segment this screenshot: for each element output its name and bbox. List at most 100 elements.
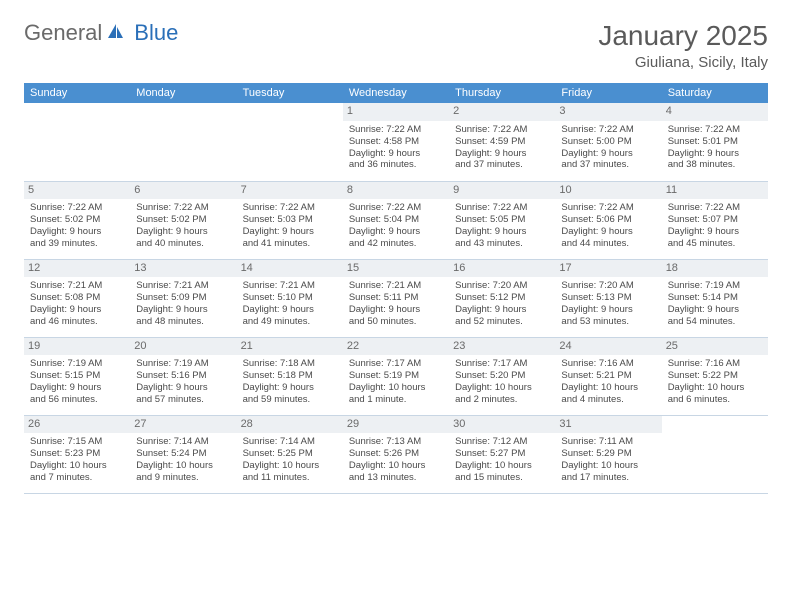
- day-detail: Sunrise: 7:19 AM: [136, 358, 230, 370]
- day-detail: and 38 minutes.: [668, 159, 762, 171]
- day-detail: Daylight: 10 hours: [561, 460, 655, 472]
- day-detail: Sunset: 5:18 PM: [243, 370, 337, 382]
- calendar-day-cell: 31Sunrise: 7:11 AMSunset: 5:29 PMDayligh…: [555, 415, 661, 493]
- day-number: 14: [237, 260, 343, 278]
- day-detail: Sunset: 5:26 PM: [349, 448, 443, 460]
- day-detail: and 40 minutes.: [136, 238, 230, 250]
- day-detail: and 1 minute.: [349, 394, 443, 406]
- day-number: 31: [555, 416, 661, 434]
- day-detail: and 50 minutes.: [349, 316, 443, 328]
- calendar-day-cell: 24Sunrise: 7:16 AMSunset: 5:21 PMDayligh…: [555, 337, 661, 415]
- calendar-day-cell: 20Sunrise: 7:19 AMSunset: 5:16 PMDayligh…: [130, 337, 236, 415]
- day-number: 11: [662, 182, 768, 200]
- day-detail: Sunset: 5:07 PM: [668, 214, 762, 226]
- day-detail: Sunrise: 7:22 AM: [30, 202, 124, 214]
- day-number: 4: [662, 103, 768, 121]
- day-detail: Sunset: 5:24 PM: [136, 448, 230, 460]
- day-detail: Sunrise: 7:14 AM: [243, 436, 337, 448]
- day-detail: and 54 minutes.: [668, 316, 762, 328]
- day-number: 30: [449, 416, 555, 434]
- day-number: 24: [555, 338, 661, 356]
- calendar-day-cell: 26 Sunrise: 7:15 AMSunset: 5:23 PMDayligh…: [24, 415, 130, 493]
- day-number: 21: [237, 338, 343, 356]
- day-detail: Sunrise: 7:13 AM: [349, 436, 443, 448]
- calendar-day-cell: [237, 103, 343, 181]
- calendar-day-cell: 8Sunrise: 7:22 AMSunset: 5:04 PMDaylight…: [343, 181, 449, 259]
- weekday-header: Saturday: [662, 83, 768, 103]
- day-detail: Sunset: 5:21 PM: [561, 370, 655, 382]
- day-detail: Sunrise: 7:19 AM: [30, 358, 124, 370]
- day-detail: and 37 minutes.: [455, 159, 549, 171]
- day-number: 26: [24, 416, 130, 434]
- day-detail: Daylight: 9 hours: [668, 304, 762, 316]
- logo-text-general: General: [24, 20, 102, 46]
- calendar-week-row: 5Sunrise: 7:22 AMSunset: 5:02 PMDaylight…: [24, 181, 768, 259]
- calendar-day-cell: 1Sunrise: 7:22 AMSunset: 4:58 PMDaylight…: [343, 103, 449, 181]
- day-detail: Daylight: 9 hours: [30, 226, 124, 238]
- day-detail: Sunrise: 7:11 AM: [561, 436, 655, 448]
- day-number: 6: [130, 182, 236, 200]
- day-detail: Daylight: 9 hours: [455, 226, 549, 238]
- day-detail: and 48 minutes.: [136, 316, 230, 328]
- day-detail: Sunset: 5:16 PM: [136, 370, 230, 382]
- day-detail: Sunset: 5:03 PM: [243, 214, 337, 226]
- day-detail: Sunrise: 7:14 AM: [136, 436, 230, 448]
- day-number: 23: [449, 338, 555, 356]
- day-detail: and 17 minutes.: [561, 472, 655, 484]
- calendar-day-cell: 12Sunrise: 7:21 AMSunset: 5:08 PMDayligh…: [24, 259, 130, 337]
- day-detail: Sunset: 5:05 PM: [455, 214, 549, 226]
- weekday-header: Monday: [130, 83, 236, 103]
- day-detail: Sunset: 5:06 PM: [561, 214, 655, 226]
- day-detail: and 4 minutes.: [561, 394, 655, 406]
- day-number: 22: [343, 338, 449, 356]
- day-detail: Sunset: 5:23 PM: [30, 448, 124, 460]
- calendar-day-cell: 21Sunrise: 7:18 AMSunset: 5:18 PMDayligh…: [237, 337, 343, 415]
- day-detail: and 49 minutes.: [243, 316, 337, 328]
- day-detail: and 13 minutes.: [349, 472, 443, 484]
- logo-text-blue: Blue: [134, 20, 178, 46]
- day-detail: Daylight: 9 hours: [243, 382, 337, 394]
- calendar-day-cell: 25Sunrise: 7:16 AMSunset: 5:22 PMDayligh…: [662, 337, 768, 415]
- weekday-header-row: SundayMondayTuesdayWednesdayThursdayFrid…: [24, 83, 768, 103]
- day-detail: and 42 minutes.: [349, 238, 443, 250]
- calendar-day-cell: [130, 103, 236, 181]
- day-number: 16: [449, 260, 555, 278]
- day-detail: Sunrise: 7:21 AM: [136, 280, 230, 292]
- day-detail: Sunrise: 7:22 AM: [243, 202, 337, 214]
- calendar-day-cell: 28Sunrise: 7:14 AMSunset: 5:25 PMDayligh…: [237, 415, 343, 493]
- day-detail: Sunrise: 7:19 AM: [668, 280, 762, 292]
- day-detail: and 39 minutes.: [30, 238, 124, 250]
- day-detail: Sunset: 5:00 PM: [561, 136, 655, 148]
- day-detail: Sunset: 5:02 PM: [136, 214, 230, 226]
- calendar-table: SundayMondayTuesdayWednesdayThursdayFrid…: [24, 83, 768, 494]
- day-detail: Sunrise: 7:15 AM: [30, 436, 124, 448]
- calendar-day-cell: 14Sunrise: 7:21 AMSunset: 5:10 PMDayligh…: [237, 259, 343, 337]
- day-detail: Sunrise: 7:22 AM: [349, 202, 443, 214]
- day-detail: Sunset: 5:25 PM: [243, 448, 337, 460]
- day-detail: Sunset: 5:04 PM: [349, 214, 443, 226]
- day-detail: Sunset: 5:13 PM: [561, 292, 655, 304]
- day-detail: and 57 minutes.: [136, 394, 230, 406]
- day-number: 5: [24, 182, 130, 200]
- day-detail: Sunrise: 7:16 AM: [561, 358, 655, 370]
- weekday-header: Thursday: [449, 83, 555, 103]
- calendar-day-cell: 10Sunrise: 7:22 AMSunset: 5:06 PMDayligh…: [555, 181, 661, 259]
- day-detail: Daylight: 9 hours: [561, 226, 655, 238]
- day-detail: and 56 minutes.: [30, 394, 124, 406]
- day-detail: Daylight: 10 hours: [668, 382, 762, 394]
- day-detail: Daylight: 9 hours: [243, 226, 337, 238]
- day-detail: Sunset: 5:27 PM: [455, 448, 549, 460]
- day-number: 25: [662, 338, 768, 356]
- day-detail: and 6 minutes.: [668, 394, 762, 406]
- day-detail: and 53 minutes.: [561, 316, 655, 328]
- weekday-header: Friday: [555, 83, 661, 103]
- day-detail: Daylight: 10 hours: [30, 460, 124, 472]
- day-detail: Daylight: 9 hours: [668, 148, 762, 160]
- day-number: 27: [130, 416, 236, 434]
- calendar-day-cell: 3Sunrise: 7:22 AMSunset: 5:00 PMDaylight…: [555, 103, 661, 181]
- day-detail: Sunset: 5:02 PM: [30, 214, 124, 226]
- day-number: 18: [662, 260, 768, 278]
- day-detail: Sunset: 5:19 PM: [349, 370, 443, 382]
- day-detail: Sunrise: 7:20 AM: [455, 280, 549, 292]
- day-detail: and 41 minutes.: [243, 238, 337, 250]
